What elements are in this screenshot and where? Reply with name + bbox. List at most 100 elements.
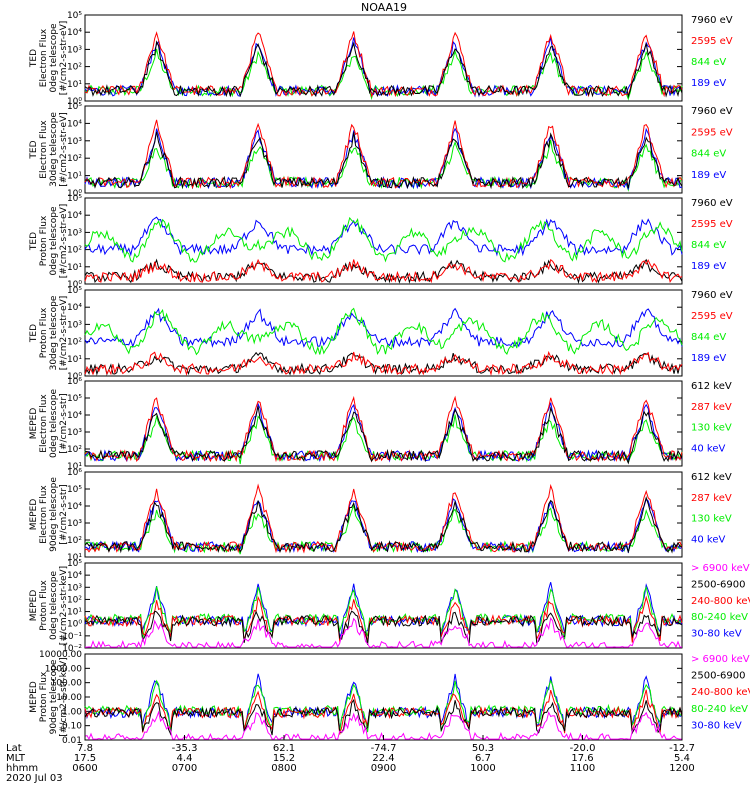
y-tick-label: 10² [67,595,82,605]
y-tick-label: 10³ [67,228,82,238]
y-tick-label: 10³ [67,519,82,529]
y-axis-label-line: [#/cm2-s-str] [59,393,69,453]
y-tick-label: 1000.00 [45,664,82,674]
y-tick-label: 10³ [67,320,82,330]
y-tick-label: 10¹ [67,355,82,365]
y-tick-label: 10⁶ [67,468,82,478]
series-line-red [84,483,683,554]
y-tick-label: 10⁵ [67,194,82,204]
legend-entry-green: 80-240 keV [691,704,748,715]
y-tick-label: 10000.00 [39,650,82,660]
x-tick-label: 62.1 [273,743,295,754]
series-black [84,698,683,736]
y-tick-label: 10⁴ [67,119,82,129]
legend-entry-red: 2595 eV [691,311,733,322]
y-tick-label: 10⁴ [67,303,82,313]
y-tick-label: 10² [67,246,82,256]
y-tick-label: 10⁰ [67,372,82,382]
x-tick-label: 0700 [172,763,197,774]
x-tick-label: 6.7 [475,753,491,764]
y-tick-label: 10¹ [67,80,82,90]
series-line-red [84,258,683,284]
legend-entry-green: 130 keV [691,514,732,525]
series-line-magenta [85,616,682,649]
y-axis-label-line: [#/cm2-s-str-keV] [59,566,69,645]
series-line-black [84,40,683,99]
y-tick-label: 10⁴ [67,411,82,421]
y-tick-label: 10¹ [67,172,82,182]
y-tick-label: 10⁴ [67,211,82,221]
panel-5: 10¹ 10² 10³ 10⁴ 10⁵ 10⁶ MEPED Electron Flux 0deg… [29,377,732,472]
series-line-green [84,585,683,641]
series-line-green [84,679,683,733]
y-axis-label: MEPED Electron Flux 90deg telescope [#/cm2-… [29,477,69,552]
x-tick-label: 4.4 [177,753,193,764]
panel-frame [84,562,683,649]
series-line-black [84,258,683,285]
x-tick-label: 17.6 [571,753,593,764]
y-axis-label: MEPED Electron Flux 0deg telescope [#/cm2-s… [29,389,69,459]
legend-entry-black: 2500-6900 [691,579,746,590]
y-tick-label: 10² [67,154,82,164]
y-axis-label-line: Proton Flux [39,580,49,631]
series-line-blue [84,582,683,638]
panel-frame [84,105,683,194]
y-tick-label: 10³ [67,137,82,147]
x-tick-label: 1100 [570,763,595,774]
y-axis-label-line: 30deg telescope [49,112,59,187]
y-tick-label: 10² [67,536,82,546]
y-axis-label-line: Proton Flux [39,307,49,358]
legend-entry-blue: 189 eV [691,78,726,89]
y-tick-label: 10¹ [67,263,82,273]
x-tick-label: 22.4 [372,753,394,764]
x-tick-label: 1200 [669,763,694,774]
x-tick-label: 15.2 [273,753,295,764]
series-blue [84,673,683,732]
series-magenta [85,616,682,649]
y-axis-label-line: TED [29,324,39,343]
legend-entry-blue: 30-80 keV [691,720,742,731]
y-tick-label: 10⁵ [67,394,82,404]
y-axis-label-line: [#/cm2-s-str-eV] [59,296,69,371]
series-line-black [84,698,683,736]
series-line-red [84,350,683,377]
legend-entry-red: 287 keV [691,402,732,413]
legend-entry-black: 7960 eV [691,290,733,301]
y-axis-label-line: [#/cm2-s-str-keV] [59,657,69,736]
y-axis-label: MEPED Proton Flux 0deg telescope [#/cm2-s-s… [29,566,69,645]
x-row-name-hhmm: hhmm [6,763,38,774]
x-tick-label: 0600 [72,763,97,774]
y-axis-label-line: Electron Flux [39,485,49,544]
series-black [84,131,683,190]
y-axis-label-line: [#/cm2-s-str-eV] [59,21,69,96]
series-line-black [84,610,683,645]
y-tick-label: 10⁰ [67,620,82,630]
legend-entry-magenta: > 6900 keV [691,563,750,574]
series-blue [84,307,683,349]
x-row-name-lat: Lat [6,743,22,754]
y-tick-label: 10⁴ [67,502,82,512]
x-tick-label: -35.3 [172,743,198,754]
y-axis-label: TED Electron Flux 30deg telescope [#/cm2-s-… [29,112,69,187]
series-black [84,610,683,645]
x-tick-label: 0900 [371,763,396,774]
y-axis-label: TED Proton Flux 30deg telescope [#/cm2-s-st… [29,295,69,370]
y-axis-label-line: [#/cm2-s-str-eV] [59,204,69,279]
series-green [84,307,683,356]
legend-entry-red: 240-800 keV [691,596,750,607]
legend-entry-green: 844 eV [691,332,726,343]
x-tick-label: 17.5 [74,753,96,764]
panel-frame [84,197,683,285]
series-red [84,350,683,377]
y-axis-label-line: MEPED [29,681,39,713]
legend-entry-red: 2595 eV [691,36,733,47]
legend-entry-red: 287 keV [691,493,732,504]
y-tick-label: 10² [67,63,82,73]
y-tick-label: 10¹ [67,553,82,563]
series-black [84,495,683,554]
x-tick-label: -74.7 [371,743,397,754]
legend-entry-green: 80-240 keV [691,612,748,623]
